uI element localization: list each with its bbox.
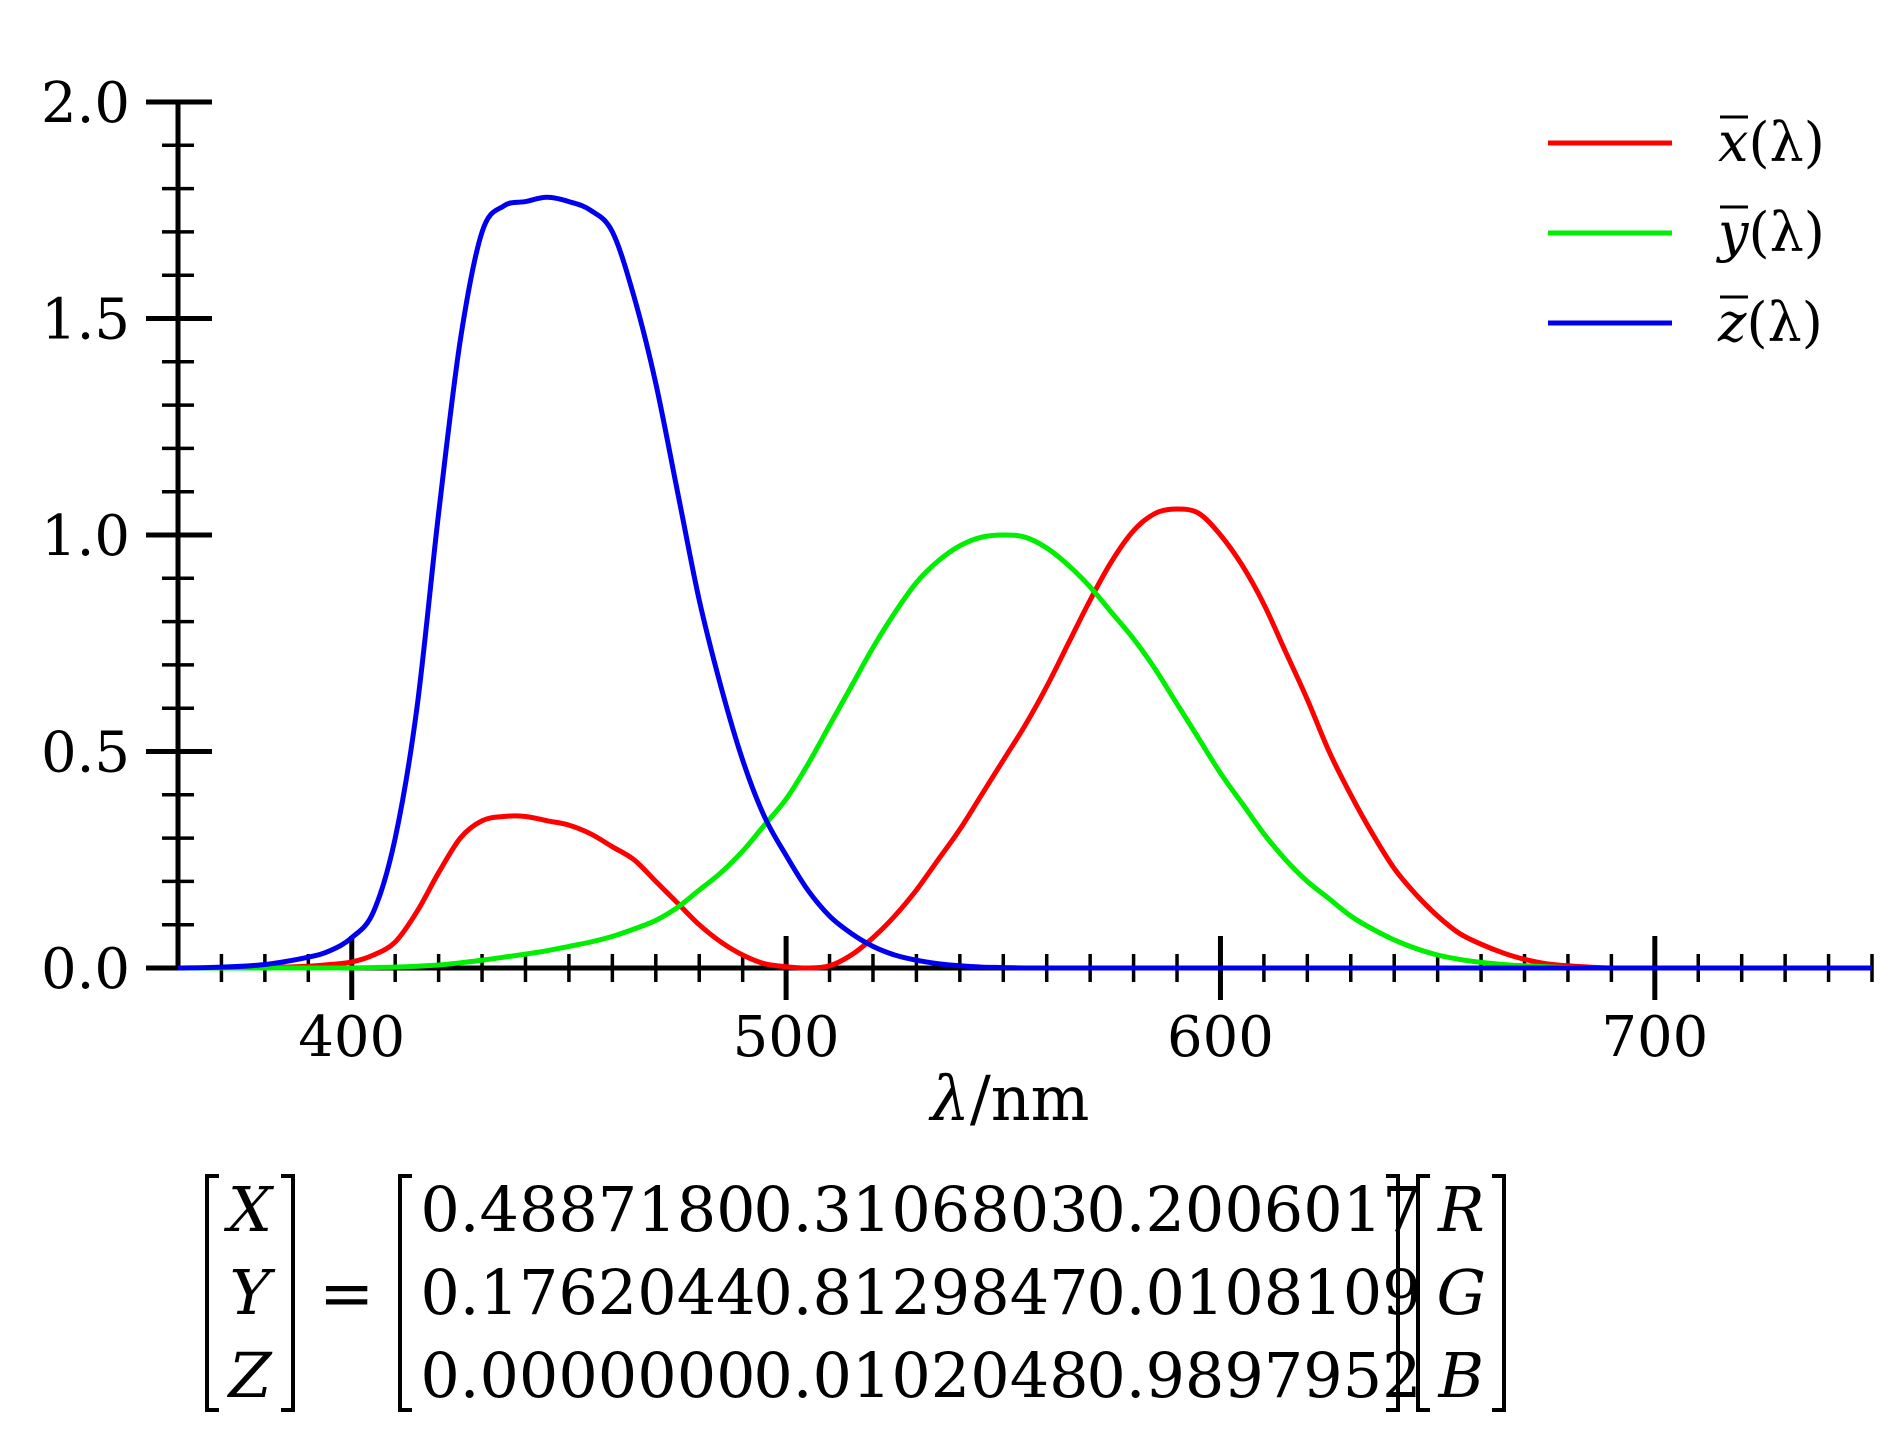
matrix-row: 0.1762044 0.8129847 0.0108109 [412, 1255, 1422, 1329]
right-bracket [1386, 1174, 1401, 1412]
y-bar-curve [177, 532, 1872, 971]
plot-area [177, 194, 1872, 971]
y-tick-label: 1.0 [41, 504, 130, 569]
x-bar-curve [177, 506, 1872, 971]
y-axis: 0.0 0.5 1.0 1.5 2.0 [41, 71, 212, 1002]
matrix-cell: 0.9897952 [1086, 1339, 1422, 1413]
conversion-matrix: 0.4887180 0.3106803 0.2006017 0.1762044 … [398, 1168, 1422, 1418]
matrix-cell: 0.4887180 [420, 1172, 756, 1246]
vector-entry-z: Z [228, 1339, 272, 1413]
matrix-cell: 0.8129847 [753, 1255, 1089, 1329]
left-bracket [1416, 1174, 1431, 1412]
legend-label: y(λ) [1716, 201, 1825, 264]
x-tick-label: 600 [1167, 1005, 1274, 1070]
legend-label: x(λ) [1718, 111, 1825, 174]
left-bracket [398, 1174, 413, 1412]
matrix-cell: 0.2006017 [1086, 1172, 1422, 1246]
matrix-row: 0.0000000 0.0102048 0.9897952 [412, 1339, 1422, 1413]
vector-entry-g: G [1436, 1255, 1487, 1329]
right-bracket [281, 1174, 295, 1412]
legend-label: z(λ) [1717, 291, 1823, 354]
matrix-cell: 0.3106803 [753, 1172, 1089, 1246]
matrix-cell: 0.0108109 [1086, 1255, 1422, 1329]
matrix-cell: 0.0102048 [753, 1339, 1089, 1413]
x-tick-label: 400 [298, 1005, 405, 1070]
left-bracket [205, 1174, 219, 1412]
right-bracket [1492, 1174, 1507, 1412]
y-tick-label: 1.5 [41, 288, 130, 353]
legend: x(λ) y(λ) z(λ) [1548, 111, 1825, 354]
matrix-cell: 0.1762044 [420, 1255, 756, 1329]
x-tick-label: 700 [1601, 1005, 1708, 1070]
matrix-row: 0.4887180 0.3106803 0.2006017 [412, 1172, 1422, 1246]
y-tick-label: 2.0 [41, 71, 130, 136]
xyz-vector: X Y Z [205, 1168, 295, 1418]
z-bar-curve [177, 194, 1872, 971]
vector-entry-b: B [1438, 1339, 1485, 1413]
x-axis-label: λ/nm [928, 1062, 1090, 1135]
rgb-to-xyz-equation: X Y Z = 0.4887180 0.3106803 0.2006017 0.… [205, 1168, 1705, 1418]
rgb-vector: R G B [1416, 1168, 1507, 1418]
y-tick-label: 0.5 [41, 721, 130, 786]
vector-entry-x: X [227, 1172, 273, 1246]
vector-entry-y: Y [229, 1255, 271, 1329]
x-tick-label: 500 [733, 1005, 840, 1070]
x-axis: 400 500 600 700 [178, 936, 1874, 1070]
vector-entry-r: R [1437, 1172, 1485, 1246]
equals-sign: = [319, 1254, 375, 1332]
matrix-cell: 0.0000000 [420, 1339, 756, 1413]
y-tick-label: 0.0 [41, 937, 130, 1002]
